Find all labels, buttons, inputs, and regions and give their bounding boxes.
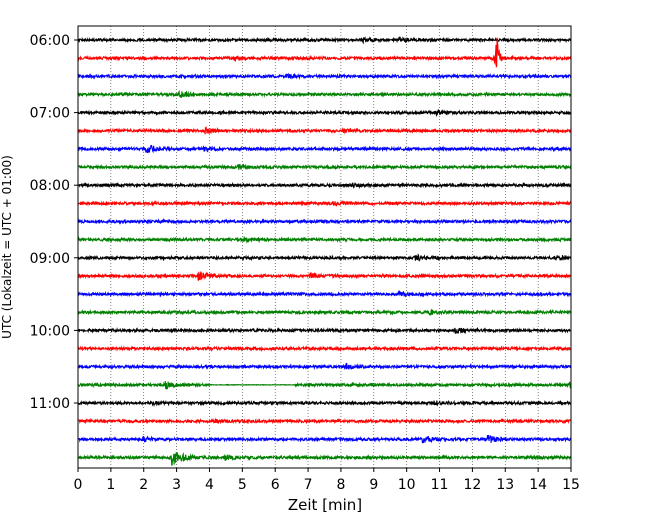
x-tick-label: 7 <box>304 477 313 493</box>
y-tick-label: 08:00 <box>30 178 70 194</box>
trace-0930 <box>77 289 572 298</box>
trace-0730 <box>77 144 572 154</box>
y-tick-label: 09:00 <box>30 251 70 267</box>
traces <box>77 35 572 466</box>
y-axis-ticks: 06:00 07:00 08:00 09:00 10:00 11:00 <box>30 33 78 412</box>
x-tick-label: 8 <box>336 477 345 493</box>
y-tick-label: 07:00 <box>30 106 70 122</box>
trace-0645 <box>77 89 572 98</box>
trace-0915 <box>77 271 572 281</box>
x-tick-label: 2 <box>139 477 148 493</box>
x-axis-label: Zeit [min] <box>288 496 362 514</box>
x-tick-label: 1 <box>106 477 115 493</box>
trace-1115 <box>77 417 572 425</box>
trace-0900 <box>77 253 572 262</box>
trace-1015 <box>77 345 572 352</box>
x-tick-label: 6 <box>271 477 280 493</box>
trace-0715 <box>77 125 572 135</box>
y-axis-label: UTC (Lokalzeit = UTC + 01:00) <box>0 155 14 339</box>
plot-frame <box>77 25 572 469</box>
x-tick-label: 13 <box>496 477 514 493</box>
trace-0630 <box>77 72 572 80</box>
trace-1145 <box>77 452 572 466</box>
x-tick-label: 4 <box>205 477 214 493</box>
trace-1030 <box>77 362 572 371</box>
trace-0700 <box>77 108 572 118</box>
trace-0815 <box>77 199 572 207</box>
trace-0800 <box>77 181 572 190</box>
y-tick-label: 06:00 <box>30 33 70 49</box>
x-tick-label: 9 <box>369 477 378 493</box>
y-tick-label: 11:00 <box>30 396 70 412</box>
trace-0945 <box>77 308 572 317</box>
x-tick-label: 10 <box>398 477 416 493</box>
trace-1000 <box>77 326 572 335</box>
x-tick-label: 14 <box>529 477 547 493</box>
trace-0745 <box>77 163 572 171</box>
trace-0845 <box>77 236 572 244</box>
trace-0830 <box>77 217 572 226</box>
x-tick-label: 11 <box>431 477 449 493</box>
x-tick-label: 12 <box>463 477 481 493</box>
x-tick-label: 3 <box>172 477 181 493</box>
trace-1045 <box>77 380 572 391</box>
y-tick-label: 10:00 <box>30 323 70 339</box>
x-tick-label: 0 <box>74 477 83 493</box>
trace-0600 <box>77 35 572 45</box>
trace-1100 <box>77 399 572 407</box>
x-axis-ticks: 0 1 2 3 4 5 6 7 8 9 10 11 12 13 14 15 <box>74 468 580 493</box>
x-tick-label: 5 <box>238 477 247 493</box>
trace-0615 <box>77 37 572 68</box>
trace-1130 <box>77 434 572 444</box>
x-tick-label: 15 <box>562 477 580 493</box>
